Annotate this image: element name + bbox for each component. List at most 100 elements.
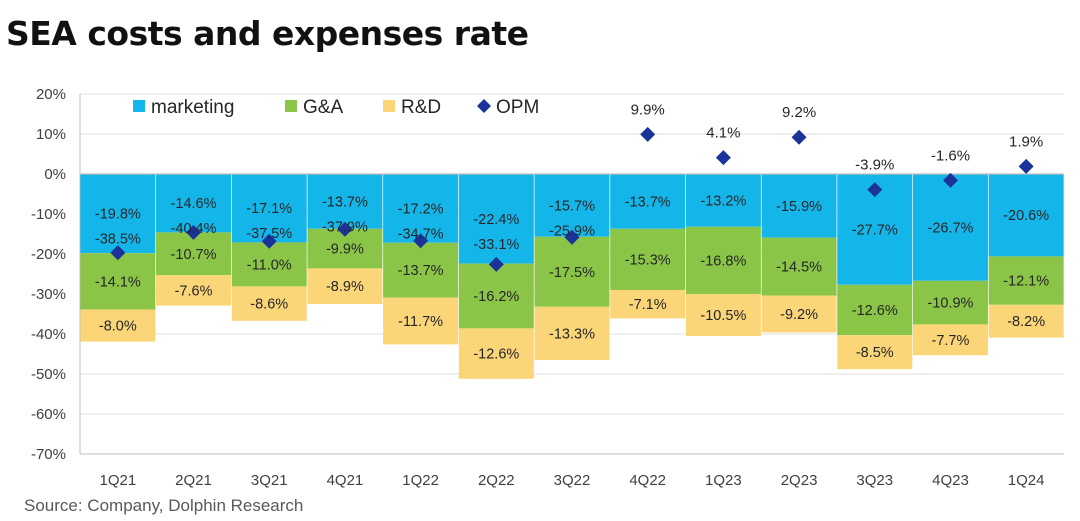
marketing-bar <box>912 174 988 281</box>
marketing-bar <box>610 174 686 229</box>
legend-ga-label: G&A <box>303 97 343 118</box>
y-tick-label: -10% <box>31 206 66 223</box>
opm-marker <box>110 245 126 261</box>
marketing-label: -17.2% <box>398 201 444 217</box>
ga-bar <box>231 242 307 287</box>
opm-label: 4.1% <box>706 125 740 142</box>
marketing-label: -26.7% <box>927 220 973 236</box>
marketing-bar <box>156 174 232 233</box>
opm-marker <box>942 172 958 188</box>
rd-label: -8.2% <box>1007 314 1045 330</box>
ga-bar <box>80 253 156 310</box>
y-tick-label: 0% <box>44 166 66 183</box>
legend-opm-swatch <box>477 99 491 113</box>
ga-label: -11.0% <box>247 257 292 273</box>
opm-label: -37.9% <box>322 219 368 235</box>
ga-bar <box>761 237 837 296</box>
rd-label: -10.5% <box>700 308 746 324</box>
ga-bar <box>912 280 988 325</box>
source-note: Source: Company, Dolphin Research <box>24 496 304 515</box>
y-tick-label: -40% <box>31 326 66 343</box>
rd-label: -12.6% <box>473 347 519 363</box>
opm-marker <box>1018 158 1034 174</box>
ga-label: -10.7% <box>171 247 217 263</box>
ga-label: -17.5% <box>549 265 595 281</box>
chart-title: SEA costs and expenses rate <box>6 14 529 53</box>
rd-bar <box>231 286 307 321</box>
y-tick-label: -60% <box>31 406 66 423</box>
rd-bar <box>610 290 686 319</box>
opm-label: -40.4% <box>171 221 217 237</box>
x-tick-label: 1Q22 <box>402 472 439 489</box>
marketing-bar <box>383 174 459 243</box>
x-tick-label: 2Q23 <box>781 472 818 489</box>
y-tick-label: 10% <box>36 126 66 143</box>
x-tick-label: 1Q21 <box>99 472 136 489</box>
opm-label: -33.1% <box>473 237 519 253</box>
x-tick-label: 3Q23 <box>856 472 893 489</box>
opm-label: -1.6% <box>931 147 970 164</box>
ga-bar <box>610 228 686 290</box>
rd-bar <box>761 295 837 333</box>
ga-bar <box>458 263 534 329</box>
opm-marker <box>337 221 353 237</box>
y-tick-label: -50% <box>31 366 66 383</box>
x-tick-label: 3Q21 <box>251 472 288 489</box>
opm-marker <box>488 256 504 272</box>
ga-label: -15.3% <box>625 252 671 268</box>
opm-label: -37.5% <box>246 226 292 242</box>
ga-bar <box>988 256 1064 305</box>
opm-marker <box>715 150 731 166</box>
marketing-label: -19.8% <box>95 207 141 223</box>
legend-rd-label: R&D <box>401 97 441 118</box>
marketing-bar <box>685 174 761 227</box>
ga-label: -16.2% <box>473 289 519 305</box>
rd-bar <box>156 275 232 306</box>
rd-bar <box>534 306 610 360</box>
opm-label: -38.5% <box>95 232 141 248</box>
ga-bar <box>837 284 913 336</box>
marketing-label: -13.7% <box>625 194 671 210</box>
marketing-bar <box>231 174 307 243</box>
legend-ga-swatch <box>285 100 297 112</box>
opm-marker <box>640 126 656 142</box>
x-axis: 1Q21 2Q21 3Q21 4Q21 1Q22 2Q22 3Q22 4Q22 1Q23 2Q23… <box>80 453 1064 489</box>
opm-marker <box>867 182 883 198</box>
rd-label: -13.3% <box>549 326 595 342</box>
opm-label: -3.9% <box>855 157 894 174</box>
y-tick-label: -70% <box>31 446 66 463</box>
marketing-bar <box>761 174 837 238</box>
opm-marker <box>791 129 807 145</box>
marketing-bar <box>988 174 1064 257</box>
legend-marketing-swatch <box>133 100 145 112</box>
x-tick-label: 3Q22 <box>554 472 591 489</box>
rd-bar <box>307 268 383 304</box>
opm-series: -38.5% -40.4% -37.5% -37.9% -34.7% -33.1% -25.… <box>95 101 1043 272</box>
segment-labels: -19.8% -14.1% -8.0% -14.6% -10.7% -7.6% -17.1%… <box>95 193 1049 362</box>
marketing-label: -17.1% <box>246 201 292 217</box>
marketing-label: -15.7% <box>549 198 595 214</box>
x-tick-label: 2Q22 <box>478 472 515 489</box>
rd-label: -9.2% <box>780 307 818 323</box>
ga-label: -14.1% <box>95 274 141 290</box>
opm-marker <box>564 229 580 245</box>
marketing-label: -13.7% <box>322 194 368 210</box>
ga-bar <box>685 226 761 294</box>
y-tick-label: -20% <box>31 246 66 263</box>
legend-marketing-label: marketing <box>151 97 234 118</box>
opm-marker <box>413 233 429 249</box>
opm-label: 1.9% <box>1009 133 1043 150</box>
rd-bar <box>458 328 534 379</box>
marketing-label: -13.2% <box>700 193 746 209</box>
marketing-label: -22.4% <box>473 212 519 228</box>
opm-marker <box>261 233 277 249</box>
marketing-bar <box>534 174 610 237</box>
legend-rd-swatch <box>383 100 395 112</box>
rd-label: -8.0% <box>99 319 137 335</box>
y-tick-label: -30% <box>31 286 66 303</box>
x-tick-label: 4Q22 <box>629 472 666 489</box>
opm-label: -25.9% <box>549 223 595 239</box>
ga-bar <box>383 242 459 298</box>
x-tick-label: 4Q23 <box>932 472 969 489</box>
